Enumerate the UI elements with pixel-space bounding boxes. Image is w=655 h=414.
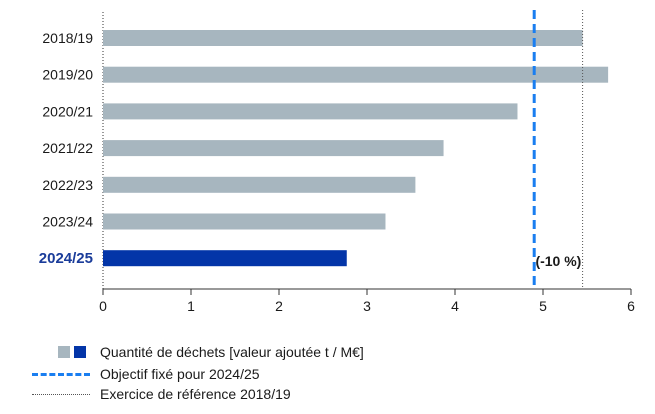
bar-2020-21 (103, 103, 518, 120)
legend-blue-swatch (74, 346, 86, 358)
bar-2021-22 (103, 140, 444, 157)
bar-2019-20 (103, 66, 609, 83)
target-annotation: (-10 %) (535, 253, 581, 269)
category-label-2022-23: 2022/23 (42, 177, 93, 193)
legend-grey-swatch (58, 346, 70, 358)
x-tick-label-4: 4 (451, 298, 459, 314)
legend-reference: Exercice de référence 2018/19 (0, 384, 655, 404)
bar-2018-19 (103, 30, 583, 46)
bar-2023-24 (103, 213, 386, 230)
x-tick-label-5: 5 (539, 298, 547, 314)
x-tick-label-6: 6 (627, 298, 635, 314)
x-tick-label-2: 2 (275, 298, 283, 314)
legend-quantity-label: Quantité de déchets [valeur ajoutée t / … (100, 344, 364, 360)
category-label-2018-19: 2018/19 (42, 30, 93, 46)
x-tick-label-1: 1 (187, 298, 195, 314)
legend-reference-line (32, 394, 90, 395)
category-label-2024-25: 2024/25 (39, 250, 93, 267)
category-label-2020-21: 2020/21 (42, 103, 93, 119)
bar-2022-23 (103, 176, 416, 193)
category-label-2021-22: 2021/22 (42, 140, 93, 156)
legend-reference-label: Exercice de référence 2018/19 (100, 386, 291, 402)
legend-target: Objectif fixé pour 2024/25 (0, 364, 655, 384)
bar-2024-25 (103, 250, 347, 267)
legend-target-label: Objectif fixé pour 2024/25 (100, 366, 260, 382)
category-label-2023-24: 2023/24 (42, 214, 93, 230)
x-tick-label-3: 3 (363, 298, 371, 314)
x-tick-label-0: 0 (99, 298, 107, 314)
category-label-2019-20: 2019/20 (42, 67, 93, 83)
legend-quantity: Quantité de déchets [valeur ajoutée t / … (0, 342, 655, 362)
legend-target-line (32, 373, 90, 376)
